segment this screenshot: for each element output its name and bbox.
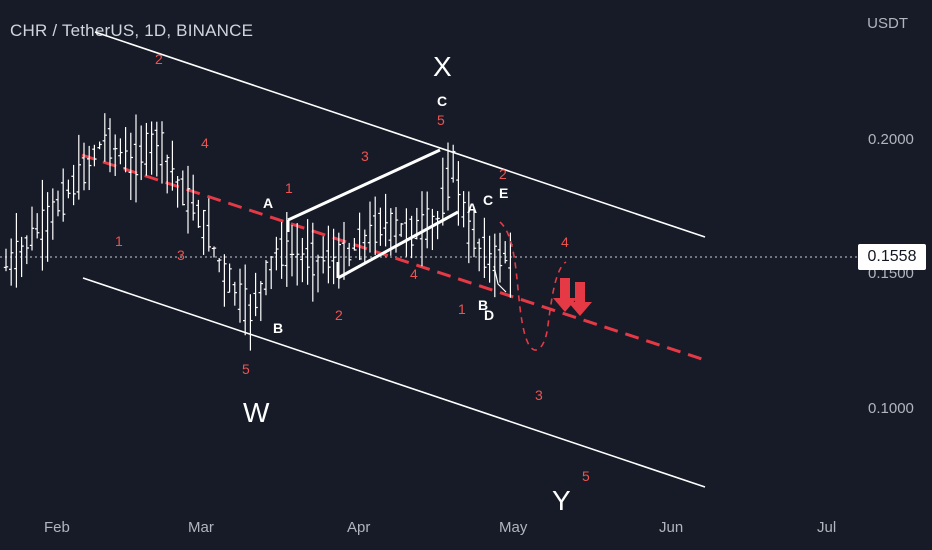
channel-upper-line (94, 31, 706, 238)
wave-num-2-c: 2 (499, 166, 507, 182)
projection-tail (493, 265, 507, 293)
price-axis-unit: USDT (867, 15, 908, 32)
inner-channel-upper (287, 148, 441, 222)
wave-label-a-1: A (263, 195, 273, 211)
wave-label-c-2: C (483, 192, 493, 208)
y-tick-01000: 0.1000 (868, 400, 914, 417)
x-tick-feb: Feb (44, 519, 70, 536)
wave-label-b-1: B (273, 320, 283, 336)
chart-title: CHR / TetherUS, 1D, BINANCE (10, 21, 254, 40)
x-tick-jun: Jun (659, 519, 683, 536)
wave-num-2-a: 2 (155, 51, 163, 67)
wave-label-c-1: C (437, 93, 447, 109)
x-tick-mar: Mar (188, 519, 214, 536)
down-arrow-icon (553, 278, 592, 316)
wave-num-5-b: 5 (437, 112, 445, 128)
wave-degree-y: Y (552, 485, 571, 516)
wave-num-1-c: 1 (285, 180, 293, 196)
wave-num-5-c: 5 (582, 468, 590, 484)
channel-lower-line (82, 277, 706, 488)
projection-path (499, 221, 567, 351)
wave-label-a-2: A (467, 200, 477, 216)
wave-num-4-b: 4 (410, 266, 418, 282)
wave-num-2-b: 2 (335, 307, 343, 323)
wave-num-1-b: 1 (458, 301, 466, 317)
last-price-tag: 0.1558 (858, 244, 926, 270)
y-tick-02000: 0.2000 (868, 131, 914, 148)
wave-degree-x: X (433, 51, 452, 82)
wave-num-3-b: 3 (361, 148, 369, 164)
wave-degree-w: W (243, 397, 270, 428)
wave-num-4-a: 4 (201, 135, 209, 151)
wave-num-1-a: 1 (115, 233, 123, 249)
wave-num-3-c: 3 (535, 387, 543, 403)
candles-group (3, 113, 513, 351)
wave-label-e: E (499, 185, 508, 201)
wave-label-b-2: B (478, 297, 488, 313)
wave-num-5-a: 5 (242, 361, 250, 377)
x-tick-may: May (499, 519, 528, 536)
wave-num-3-a: 3 (177, 247, 185, 263)
x-tick-apr: Apr (347, 519, 370, 536)
wave-num-4-c: 4 (561, 234, 569, 250)
x-tick-jul: Jul (817, 519, 836, 536)
wave-label-d: D (484, 307, 494, 323)
